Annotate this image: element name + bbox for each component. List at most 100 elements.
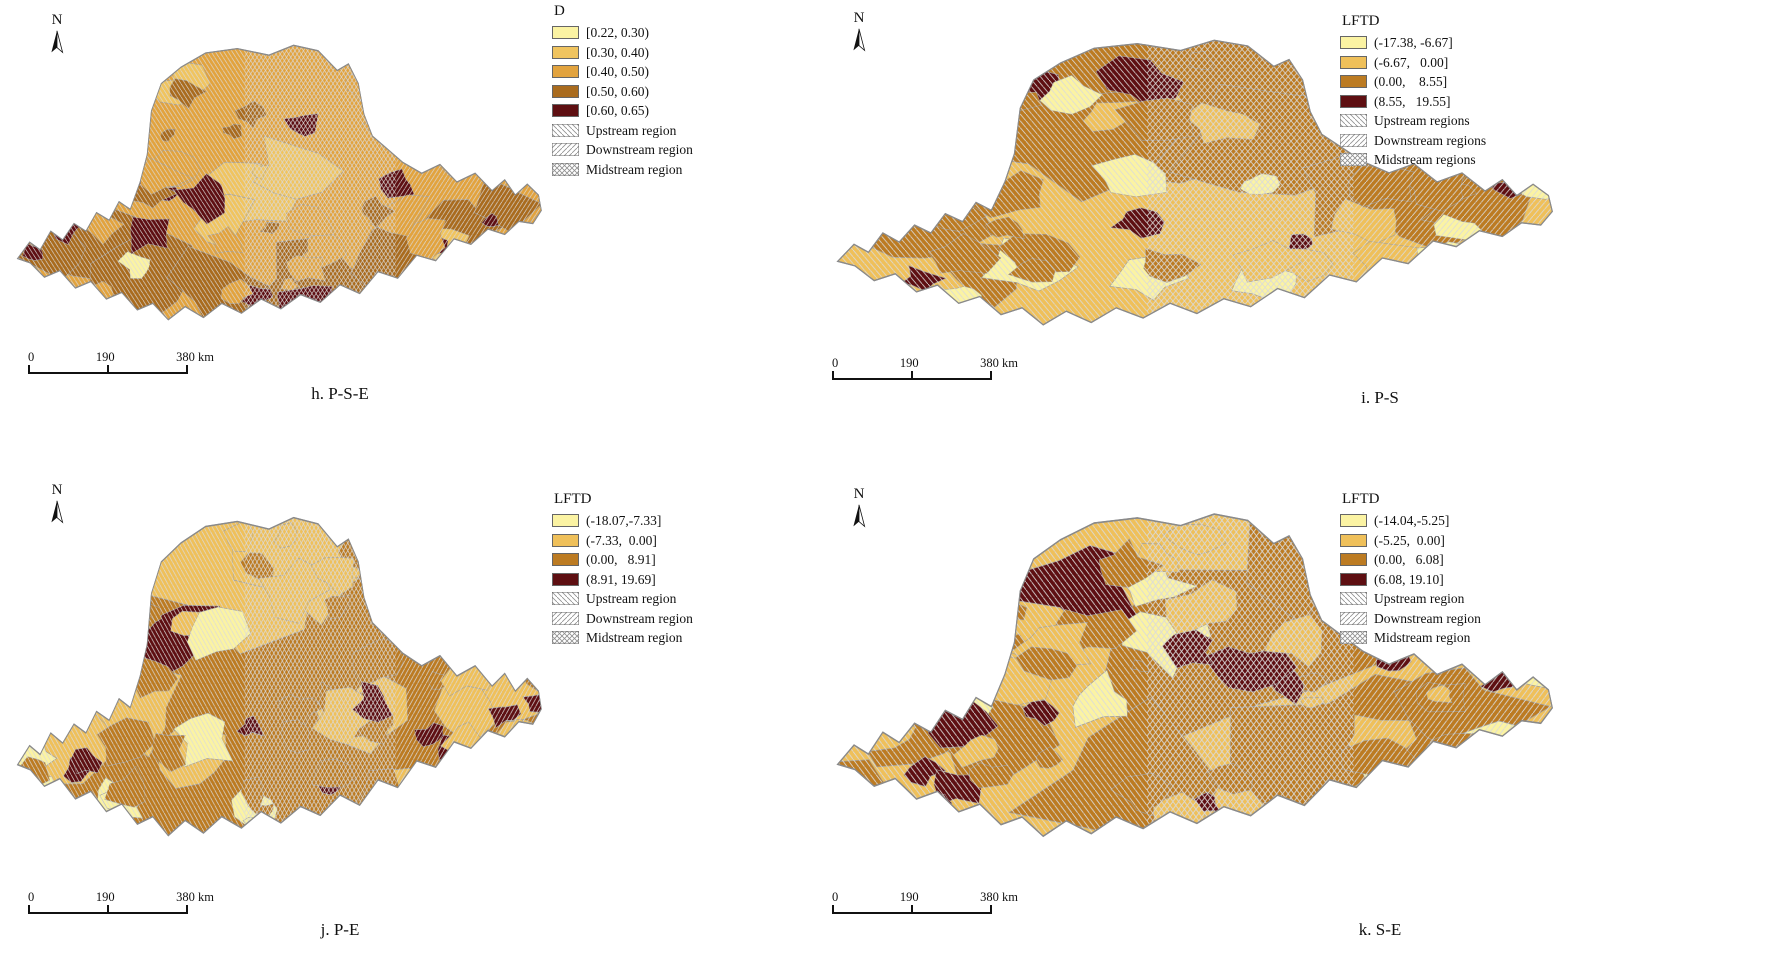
scale-bar: 0 190 380 km [28,890,214,914]
legend-region-item: Downstream region [1340,610,1481,626]
legend-class-item: (-5.25, 0.00] [1340,532,1481,548]
legend-class-item: (-7.33, 0.00] [552,532,693,548]
legend-region-label: Downstream region [586,610,693,626]
north-arrow-icon [853,28,866,52]
legend-region-label: Downstream regions [1374,132,1487,148]
legend-region-item: Midstream region [1340,631,1481,645]
scale-label-end: 380 km [176,890,214,904]
scale-bar-tick [911,371,913,378]
legend-region-label: Upstream regions [1374,113,1470,128]
map-panel-h: N D [0.22, 0.30) [0.30, 0.40) [0.40, 0.5… [0,0,820,476]
legend-region-label: Midstream region [586,630,683,645]
north-arrow: N [846,10,872,53]
legend-color-swatch [1340,36,1367,50]
legend-class-label: (-5.25, 0.00] [1374,532,1445,548]
legend-class-item: (8.55, 19.55] [1340,94,1486,109]
legend: LFTD (-14.04,-5.25] (-5.25, 0.00] (0.00,… [1340,492,1481,651]
midstream-hatch-swatch [552,162,579,176]
midstream-hatch-swatch [1340,153,1367,167]
panel-caption: j. P-E [320,920,360,939]
legend-class-label: [0.30, 0.40) [586,44,649,60]
scale-label-mid: 190 [95,890,115,904]
legend-class-label: (-7.33, 0.00] [586,532,657,548]
scale-bar: 0 190 380 km [832,890,1018,914]
scale-label-start: 0 [832,890,839,904]
north-label: N [51,12,63,28]
scale-bar-line [28,905,188,914]
scale-bar: 0 190 380 km [28,350,214,374]
north-arrow-icon [51,30,64,54]
legend-region-label: Downstream region [586,142,693,157]
downstream-hatch-swatch [552,611,579,625]
legend-class-label: (0.00, 6.08] [1374,552,1444,567]
legend-color-swatch [552,514,579,528]
legend-color-swatch [1340,533,1367,547]
legend-region-label: Upstream region [586,122,677,138]
midstream-hatch-swatch [1340,631,1367,645]
upstream-hatch-swatch [1340,114,1367,128]
scale-bar-tick [107,365,109,372]
map-panel-i: N LFTD (-17.38, -6.67] (-6.67, 0.00] (0.… [820,0,1772,476]
legend-class-item: [0.40, 0.50) [552,65,693,79]
legend-class-label: (-17.38, -6.67] [1374,35,1453,50]
legend-class-item: (6.08, 19.10] [1340,572,1481,587]
scale-bar-labels: 0 190 380 km [28,350,214,365]
scale-bar-tick [911,905,913,912]
legend-color-swatch [1340,94,1367,108]
legend-class-item: (8.91, 19.69] [552,572,693,587]
legend-color-swatch [552,84,579,98]
legend-color-swatch [1340,514,1367,528]
legend-class-label: [0.60, 0.65) [586,103,649,118]
legend-class-label: [0.40, 0.50) [586,64,649,79]
north-arrow-icon [853,504,866,528]
legend-color-swatch [552,533,579,547]
legend-region-item: Upstream region [552,122,693,138]
legend-class-item: (-6.67, 0.00] [1340,55,1486,70]
panel-caption: h. P-S-E [311,384,369,403]
legend-class-label: [0.50, 0.60) [586,83,649,99]
legend-region-item: Midstream region [552,161,693,177]
legend-color-swatch [552,45,579,59]
legend-region-item: Upstream regions [1340,114,1486,128]
scale-label-mid: 190 [899,356,919,370]
scale-label-end: 380 km [980,890,1018,904]
scale-label-mid: 190 [899,890,919,904]
legend: LFTD (-17.38, -6.67] (-6.67, 0.00] (0.00… [1340,14,1486,173]
legend-class-item: [0.30, 0.40) [552,44,693,60]
legend-title: LFTD [1342,491,1380,507]
scale-label-end: 380 km [176,350,214,364]
legend-class-item: [0.60, 0.65) [552,104,693,118]
legend-color-swatch [552,65,579,79]
upstream-hatch-swatch [552,592,579,606]
panel-caption: k. S-E [1358,920,1402,939]
legend-region-label: Midstream region [586,161,683,177]
north-label: N [853,486,865,502]
downstream-hatch-swatch [1340,611,1367,625]
legend-color-swatch [552,26,579,40]
scale-bar-line [28,365,188,374]
north-label: N [51,482,63,498]
legend-class-label: (0.00, 8.91] [586,552,656,567]
north-arrow: N [44,482,70,525]
downstream-hatch-swatch [552,143,579,157]
choropleth-map [16,44,542,321]
north-arrow: N [44,12,70,55]
midstream-hatch-swatch [552,631,579,645]
map-panel-k: N LFTD (-14.04,-5.25] (-5.25, 0.00] (0.0… [820,476,1772,953]
legend-region-item: Upstream region [1340,592,1481,606]
legend-region-item: Midstream regions [1340,153,1486,167]
legend-region-label: Midstream region [1374,630,1471,645]
legend-class-item: [0.22, 0.30) [552,26,693,40]
legend-region-label: Downstream region [1374,610,1481,626]
scale-bar-tick [107,905,109,912]
legend-class-item: [0.50, 0.60) [552,83,693,99]
legend-region-label: Midstream regions [1374,152,1476,167]
legend-class-item: (-18.07,-7.33] [552,514,693,528]
downstream-hatch-swatch [1340,133,1367,147]
choropleth-map [836,39,1553,326]
legend-region-item: Midstream region [552,631,693,645]
legend-class-label: [0.22, 0.30) [586,25,649,40]
legend-class-label: (-18.07,-7.33] [586,513,662,528]
legend-color-swatch [1340,553,1367,567]
